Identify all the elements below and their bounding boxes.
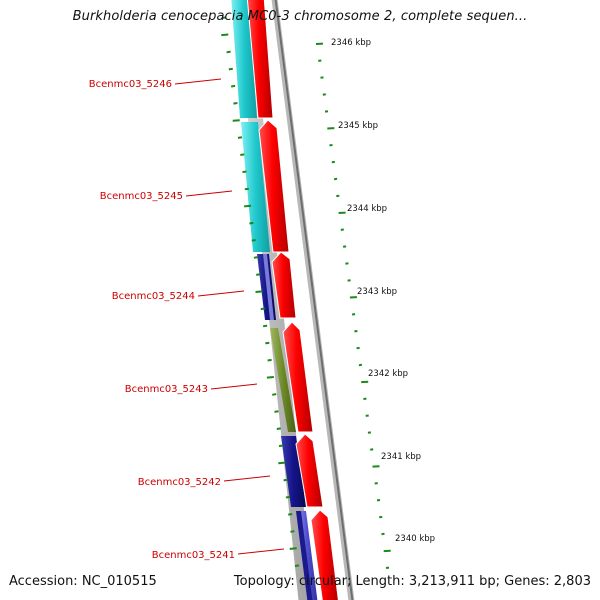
backbone-line <box>271 0 355 600</box>
feature-arrow-icon <box>295 433 324 508</box>
gene-label[interactable]: Bcenmc03_5241 <box>152 550 235 561</box>
cog-block-5241-dark <box>296 511 313 600</box>
inner-ruler-tick <box>276 427 281 430</box>
inner-ruler-tick <box>262 324 268 328</box>
ruler-label: 2346 kbp <box>331 38 371 48</box>
inner-ruler-tick <box>253 256 259 259</box>
feature-arrow-icon <box>271 251 297 319</box>
inner-ruler-tick <box>274 410 279 413</box>
gene-label[interactable]: Bcenmc03_5244 <box>112 291 195 302</box>
map-title: Burkholderia cenocepacia MC0-3 chromosom… <box>72 9 528 24</box>
gene-label[interactable]: Bcenmc03_5246 <box>89 79 172 90</box>
feature-arrow-icon <box>282 321 314 433</box>
inner-ruler-tick <box>226 50 231 54</box>
ruler-label: 2340 kbp <box>395 534 435 544</box>
cog-block-5243 <box>270 328 296 432</box>
ruler-label: 2345 kbp <box>338 121 378 131</box>
inner-ruler-tick <box>251 239 256 242</box>
inner-ruler-tick <box>267 358 272 362</box>
inner-ruler-tick <box>285 495 291 499</box>
inner-ruler-tick <box>283 478 288 482</box>
inner-ruler-tick <box>244 187 249 191</box>
inner-ruler-tick <box>230 84 236 88</box>
gene-labels: Bcenmc03_5246 Bcenmc03_5245 Bcenmc03_524… <box>89 79 235 561</box>
inner-ruler-tick <box>278 444 284 448</box>
cog-block-5242 <box>281 436 306 507</box>
cog-block-5245 <box>241 122 270 252</box>
inner-ruler-tick <box>255 290 263 293</box>
genome-summary-text: Topology: circular; Length: 3,213,911 bp… <box>233 574 591 589</box>
ruler-labels: 2346 kbp 2345 kbp 2344 kbp 2343 kbp 2342… <box>331 38 435 544</box>
gene-label[interactable]: Bcenmc03_5245 <box>100 191 183 202</box>
inner-ruler-tick <box>294 564 300 567</box>
inner-ruler-tick <box>249 221 254 225</box>
gene-label[interactable]: Bcenmc03_5242 <box>138 477 221 488</box>
inner-ruler-tick <box>278 461 286 465</box>
inner-ruler-tick <box>244 204 252 208</box>
gene-leader-lines <box>174 78 285 555</box>
inner-ruler-tick <box>242 170 247 174</box>
inner-ruler-tick <box>272 393 277 396</box>
inner-ruler-tick <box>240 153 245 156</box>
inner-ruler-tick <box>221 16 227 19</box>
feature-arrow-icon <box>258 119 290 253</box>
cog-blocks <box>231 0 318 600</box>
feature-arrow-icon <box>310 509 339 600</box>
gene-label[interactable]: Bcenmc03_5243 <box>125 384 208 395</box>
inner-ruler-tick <box>237 136 243 139</box>
inner-ruler-tick <box>266 376 274 379</box>
outer-ruler-ticks <box>315 42 391 569</box>
inner-ruler-tick <box>221 33 229 37</box>
cog-block-5244-light <box>263 254 274 320</box>
feature-arrows <box>246 0 339 600</box>
inner-ruler-tick <box>288 513 293 516</box>
inner-ruler-tick <box>289 547 297 550</box>
inner-ruler-tick <box>228 67 233 71</box>
ruler-label: 2341 kbp <box>381 452 421 462</box>
inner-ruler-tick <box>265 341 270 345</box>
ruler-label: 2343 kbp <box>357 287 397 297</box>
inner-ruler-tick <box>233 102 238 105</box>
feature-arrow-icon <box>246 0 274 119</box>
accession-text: Accession: NC_010515 <box>9 574 157 589</box>
inner-ruler-tick <box>290 530 295 533</box>
inner-ruler-tick <box>260 307 265 311</box>
inner-ruler-ticks <box>221 16 300 567</box>
inner-ruler-tick <box>232 119 240 122</box>
ruler-label: 2344 kbp <box>347 204 387 214</box>
ruler-label: 2342 kbp <box>368 369 408 379</box>
cog-block-5246 <box>231 0 257 118</box>
inner-ruler-tick <box>256 273 261 276</box>
